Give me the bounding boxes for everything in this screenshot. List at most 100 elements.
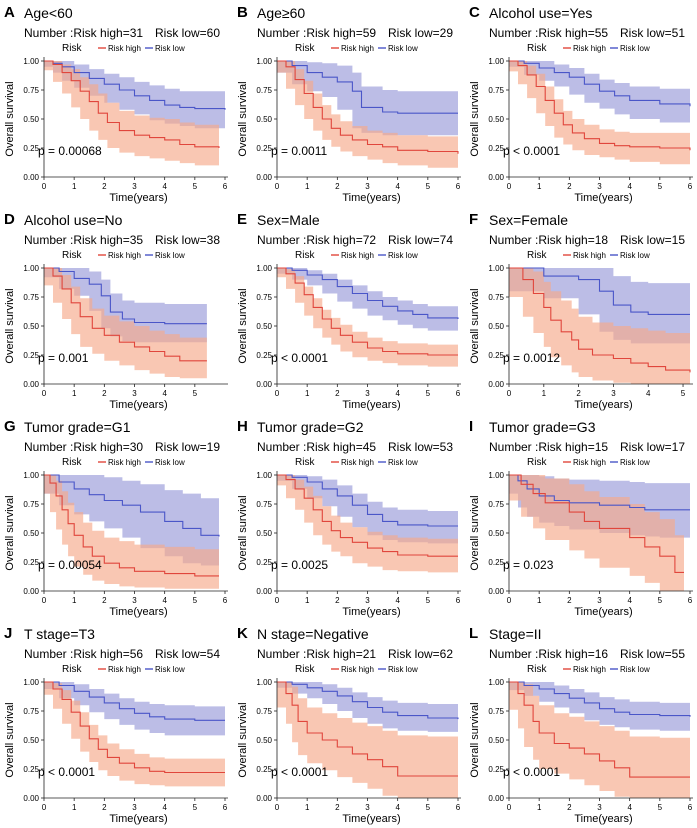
x-tick-label: 6 [688,803,693,812]
km-curve-risk-low [44,681,225,721]
x-tick-label: 3 [132,182,137,191]
x-tick-label: 6 [223,803,228,812]
ci-band-risk-high [509,268,690,384]
legend-low-label: Risk low [388,44,418,53]
km-plot: D Alcohol use=No Number :Risk high=35 Risk … [4,211,228,411]
legend-title: Risk [62,664,82,675]
p-value: p = 0.00054 [38,558,102,572]
ci-band-risk-high [44,682,225,787]
km-plot: J T stage=T3 Number :Risk high=56 Risk low=… [4,625,228,825]
y-tick-label: 0.50 [23,115,39,124]
panel-title: Tumor grade=G1 [24,419,131,435]
p-value: p < 0.0001 [38,765,95,779]
y-tick-label: 1.00 [23,264,39,273]
p-value: p = 0.023 [503,558,554,572]
risk-counts-low: Risk low=15 [620,233,685,247]
x-tick-label: 0 [275,803,280,812]
km-curve-risk-high [509,474,684,573]
x-tick-label: 0 [275,389,280,398]
y-tick-label: 0.75 [256,86,272,95]
x-tick-label: 3 [597,182,602,191]
x-tick-label: 4 [627,182,632,191]
legend-title: Risk [295,250,315,261]
panel-title: Age<60 [24,5,73,21]
km-plot: G Tumor grade=G1 Number :Risk high=30 Risk … [4,418,228,618]
x-tick-label: 4 [395,182,400,191]
x-tick-label: 5 [193,596,198,605]
y-tick-label: 0.25 [488,558,504,567]
panel-a: A Age<60 Number :Risk high=31 Risk low=60 Ri… [0,0,232,207]
legend-high-label: Risk high [341,251,374,260]
risk-counts-low: Risk low=55 [620,647,685,661]
ci-band-risk-high [509,61,690,165]
x-tick-label: 3 [365,803,370,812]
x-tick-label: 4 [162,596,167,605]
legend-high-label: Risk high [573,665,606,674]
x-tick-label: 0 [42,803,47,812]
legend-low-label: Risk low [155,251,185,260]
panel-title: Age≥60 [257,5,305,21]
panel-c: C Alcohol use=Yes Number :Risk high=55 Risk… [465,0,697,207]
ci-band-risk-high [44,475,219,589]
km-curve-risk-low [509,267,690,315]
x-tick-label: 6 [223,182,228,191]
y-axis-label: Overall survival [237,81,249,156]
y-tick-label: 0.75 [256,293,272,302]
ci-band-risk-low [277,61,458,136]
x-tick-label: 1 [305,182,310,191]
x-axis-label: Time(years) [574,606,632,618]
x-tick-label: 6 [456,596,461,605]
ci-band-risk-high [277,61,458,168]
y-tick-label: 0.25 [488,144,504,153]
y-tick-label: 0.00 [256,794,272,803]
panel-title: Tumor grade=G2 [257,419,364,435]
y-tick-label: 0.25 [256,144,272,153]
x-tick-label: 2 [567,182,572,191]
legend-low-label: Risk low [620,44,650,53]
km-plot: C Alcohol use=Yes Number :Risk high=55 Risk… [469,4,693,204]
y-tick-label: 1.00 [256,57,272,66]
x-tick-label: 0 [275,596,280,605]
y-tick-label: 0.25 [23,351,39,360]
risk-counts-high: Number :Risk high=59 [257,26,376,40]
x-tick-label: 5 [193,182,198,191]
y-tick-label: 0.25 [256,765,272,774]
x-tick-label: 6 [223,596,228,605]
x-tick-label: 1 [72,803,77,812]
y-tick-label: 0.75 [23,86,39,95]
y-tick-label: 0.50 [23,322,39,331]
x-axis-label: Time(years) [109,192,167,204]
legend-low-label: Risk low [620,665,650,674]
x-tick-label: 2 [102,596,107,605]
legend-low-label: Risk low [620,458,650,467]
x-tick-label: 1 [542,389,547,398]
y-axis-label: Overall survival [237,495,249,570]
x-tick-label: 3 [611,389,616,398]
x-tick-label: 0 [42,596,47,605]
panel-letter: K [237,625,248,642]
km-curve-risk-high [44,60,220,148]
risk-counts-low: Risk low=62 [388,647,453,661]
y-tick-label: 0.50 [488,529,504,538]
y-tick-label: 0.25 [23,765,39,774]
km-curve-risk-high [277,681,458,777]
x-axis-label: Time(years) [574,813,632,825]
risk-counts-high: Number :Risk high=31 [24,26,143,40]
y-tick-label: 0.25 [23,144,39,153]
km-plot: K N stage=Negative Number :Risk high=21 Ris… [237,625,461,825]
risk-counts-high: Number :Risk high=55 [489,26,608,40]
legend-title: Risk [527,43,547,54]
km-curve-risk-high [277,474,458,557]
x-tick-label: 6 [456,182,461,191]
x-tick-label: 0 [507,596,512,605]
x-tick-label: 1 [537,803,542,812]
legend-high-label: Risk high [108,665,141,674]
panel-letter: H [237,418,248,435]
y-tick-label: 1.00 [256,471,272,480]
x-tick-label: 3 [365,182,370,191]
risk-counts-high: Number :Risk high=56 [24,647,143,661]
panel-e: E Sex=Male Number :Risk high=72 Risk low=74… [233,207,465,414]
x-tick-label: 4 [162,389,167,398]
y-tick-label: 0.75 [23,500,39,509]
